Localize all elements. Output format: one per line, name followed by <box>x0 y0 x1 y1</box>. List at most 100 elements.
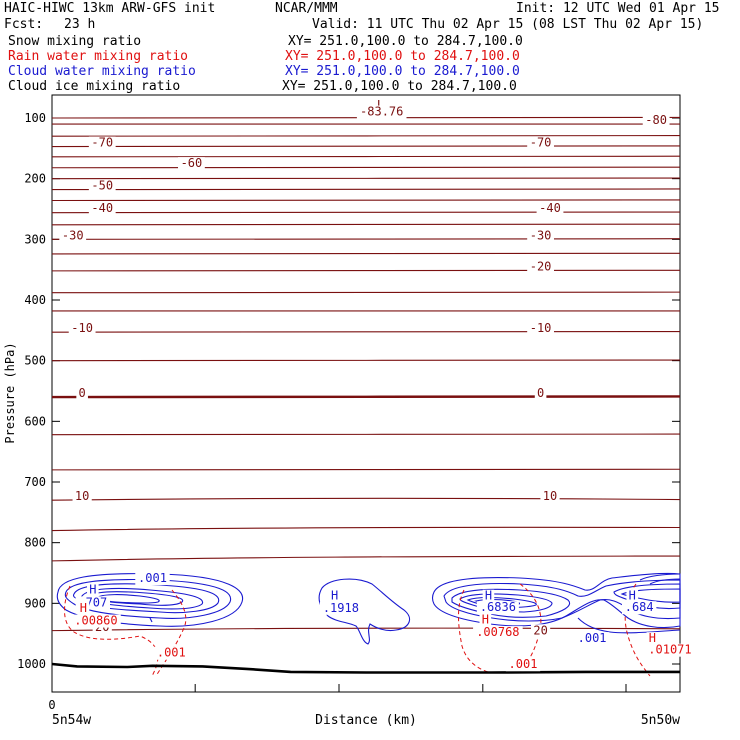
contour-label-bg <box>476 601 519 615</box>
terrain-profile <box>51 662 680 674</box>
contour-label: -70 <box>530 136 552 150</box>
isotherm-contours <box>51 116 681 632</box>
isotherm-line <box>51 433 681 436</box>
y-tick-label: 200 <box>24 172 46 186</box>
cloud-water-cell-1-tail <box>149 617 153 623</box>
isotherm-line <box>51 211 681 214</box>
x-right-endpoint: 5n50w <box>641 713 680 728</box>
isotherm-line <box>51 238 681 240</box>
rain-water-cell-1-right <box>155 589 187 677</box>
isotherm-line <box>51 555 681 562</box>
contour-label-bg <box>68 322 96 336</box>
contour-label-bg <box>59 229 87 243</box>
isotherm-line <box>51 223 681 226</box>
y-tick-label: 1000 <box>17 657 46 671</box>
contour-label-bg <box>482 589 495 603</box>
isotherm-line <box>51 497 681 501</box>
contour-label-bg <box>154 646 189 660</box>
contour-label-bg <box>77 601 90 615</box>
contour-label-bg <box>88 202 116 216</box>
contour-label: H <box>649 631 656 645</box>
axis-ticks <box>52 117 680 692</box>
contour-label-bg <box>72 490 92 504</box>
contour-label-bg <box>135 572 170 586</box>
contour-label-bg <box>536 202 564 216</box>
field-snow-name: Snow mixing ratio <box>8 34 142 49</box>
contour-label: -70 <box>91 136 113 150</box>
contour-label: -40 <box>91 201 113 215</box>
contour-label-bg <box>626 589 639 603</box>
contour-label-bg <box>71 614 121 628</box>
contour-label-bg <box>76 387 88 401</box>
contour-label: .01071 <box>648 643 691 657</box>
y-tick-label: 900 <box>24 596 46 610</box>
contour-label-bg <box>540 490 560 504</box>
isotherm-line <box>51 155 681 158</box>
contour-label-bg <box>87 583 99 597</box>
isotherm-line <box>51 188 681 191</box>
contour-label: 10 <box>543 489 557 503</box>
contour-label: -40 <box>539 201 561 215</box>
x-left-endpoint: 5n54w <box>52 713 91 728</box>
isotherm-line <box>51 526 681 532</box>
contour-label-bg <box>178 157 205 171</box>
y-tick-label: 400 <box>24 293 46 307</box>
contour-label: H <box>482 612 489 626</box>
y-tick-label: 100 <box>24 111 46 125</box>
contour-label-bg <box>479 613 492 627</box>
y-tick-label: 600 <box>24 414 46 428</box>
cloud-water-cell-4-ring-4 <box>649 578 681 585</box>
contour-label: 10 <box>75 489 89 503</box>
contour-label: -80 <box>645 113 667 127</box>
field-cloudice-name: Cloud ice mixing ratio <box>8 79 181 94</box>
contour-label: .6836 <box>480 600 516 614</box>
isotherm-line <box>51 395 681 399</box>
init-time: Init: 12 UTC Wed 01 Apr 15 <box>516 1 720 16</box>
isotherm-line <box>51 177 681 180</box>
contour-label: H <box>89 583 96 597</box>
chart-title: HAIC-HIWC 13km ARW-GFS init <box>4 1 216 16</box>
field-rain-xy: XY= 251.0,100.0 to 284.7,100.0 <box>285 49 520 64</box>
x-tick-label: 0 <box>48 698 55 712</box>
contour-label-bg <box>328 589 341 603</box>
contour-label-bg <box>505 658 541 672</box>
cloud-water-cell-4-ring-1 <box>613 583 681 610</box>
contour-label-bg <box>574 632 610 646</box>
contour-label-bg <box>527 260 554 274</box>
contour-label: H <box>331 589 338 603</box>
rain-water-cell-2 <box>458 589 489 673</box>
contour-label: .00860 <box>74 614 117 628</box>
cloud-water-cell-1-outer <box>56 573 244 627</box>
y-tick-label: 800 <box>24 536 46 550</box>
contour-label: 0 <box>79 386 86 400</box>
contour-label-bg <box>527 229 554 243</box>
contour-label: H <box>80 601 87 615</box>
cloud-water-cell-3-ring-2 <box>443 579 681 622</box>
isotherm-line <box>51 252 681 255</box>
cloud-water-tail-right <box>577 617 681 634</box>
contour-label: -50 <box>91 179 113 193</box>
contour-label-bg <box>319 601 362 615</box>
contour-label-bg <box>530 624 551 638</box>
contour-label-bg <box>527 136 554 150</box>
field-cloudwater-name: Cloud water mixing ratio <box>8 64 196 79</box>
contour-label: -83.76 <box>360 105 403 119</box>
contour-label: -10 <box>71 321 93 335</box>
cloud-water-cell-3-outer <box>431 572 681 629</box>
contour-label: 0 <box>537 386 544 400</box>
isotherm-line <box>51 135 681 137</box>
isotherm-line <box>51 359 681 362</box>
contour-label: .001 <box>578 631 607 645</box>
contour-label-bg <box>374 98 387 112</box>
isotherm-line <box>51 269 681 272</box>
contour-label: -20 <box>530 259 552 273</box>
contour-label: .00768 <box>476 625 519 639</box>
cloud-water-cell-3-ring-4 <box>459 593 553 613</box>
contour-label: .001 <box>157 646 186 660</box>
isotherm-line <box>51 166 681 169</box>
terrain-line <box>51 662 680 674</box>
x-axis-title: Distance (km) <box>315 713 417 728</box>
contour-label-bg <box>642 114 670 128</box>
field-rain-name: Rain water mixing ratio <box>8 49 189 64</box>
isotherm-line <box>51 145 681 148</box>
